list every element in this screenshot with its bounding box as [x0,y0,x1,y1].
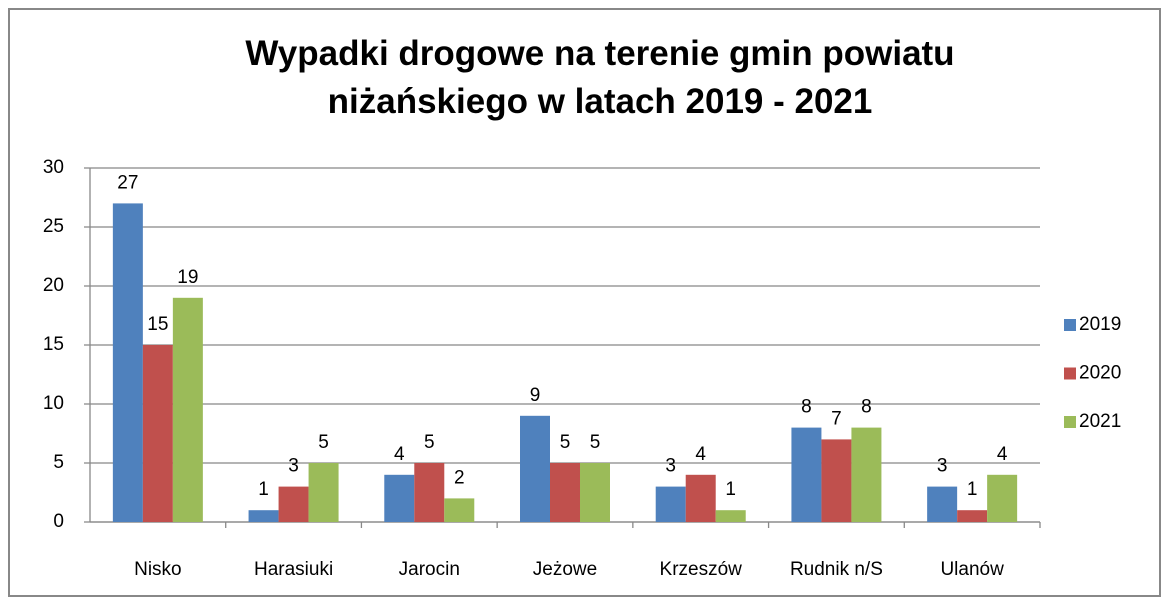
y-tick-label: 25 [43,216,64,237]
data-label: 3 [937,456,948,477]
bar [550,463,580,522]
x-tick-label: Rudnik n/S [790,559,883,580]
bar [248,510,279,522]
y-tick-label: 15 [43,334,64,355]
legend-swatch [1064,416,1076,428]
bar [384,474,415,522]
data-label: 5 [560,432,571,453]
bar [414,463,445,522]
bar [580,463,610,522]
bar [520,415,550,522]
legend-label: 2020 [1079,363,1121,384]
data-label: 1 [725,479,736,500]
y-tick-label: 0 [53,511,64,532]
x-tick-label: Jarocin [399,559,460,580]
bar [444,498,475,522]
y-tick-label: 10 [43,393,64,414]
bar [791,427,822,522]
data-label: 4 [695,444,706,465]
bar [655,486,686,522]
x-tick-label: Jeżowe [533,559,597,580]
data-label: 3 [288,456,299,477]
data-label: 27 [117,172,138,193]
chart-title: Wypadki drogowe na terenie gmin powiatu … [245,34,955,121]
data-label: 19 [177,267,198,288]
data-label: 1 [258,479,269,500]
bar [715,510,746,522]
bar [308,463,339,522]
data-label: 4 [997,444,1008,465]
data-label: 8 [861,397,872,418]
data-label: 15 [147,314,168,335]
y-tick-label: 20 [43,275,64,296]
legend-swatch [1064,367,1076,380]
data-label: 1 [967,479,978,500]
bar [112,203,143,522]
legend-swatch [1064,319,1076,331]
x-tick-label: Krzeszów [660,559,743,580]
x-tick-label: Ulanów [940,559,1004,580]
data-label: 5 [424,432,435,453]
bar [172,297,203,522]
data-label: 5 [590,432,601,453]
x-tick-label: Nisko [134,559,182,580]
chart-border [8,8,1161,597]
data-label: 8 [801,397,812,418]
data-label: 7 [831,408,842,429]
bar [142,345,173,522]
bar [821,439,852,522]
data-label: 2 [454,467,465,488]
bar [927,486,958,522]
bar [851,427,882,522]
data-label: 4 [394,444,405,465]
bar [987,474,1018,522]
y-tick-label: 30 [43,157,64,178]
bar [278,486,309,522]
bar [685,474,716,522]
data-label: 5 [318,432,329,453]
data-label: 9 [530,385,541,406]
data-label: 3 [665,456,676,477]
legend-label: 2021 [1079,411,1121,432]
bar [957,510,988,522]
x-tick-label: Harasiuki [254,559,333,580]
y-tick-label: 5 [53,452,64,473]
legend-label: 2019 [1079,314,1121,335]
